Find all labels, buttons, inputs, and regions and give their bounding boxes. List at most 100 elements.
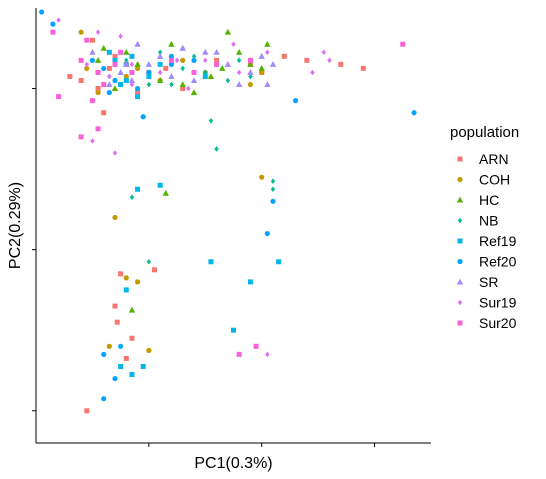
data-point [400, 41, 406, 47]
data-point [258, 65, 265, 71]
data-point [265, 351, 270, 358]
data-point [129, 61, 135, 68]
legend-key [456, 278, 464, 285]
series-sr [89, 40, 277, 88]
legend-label: Ref20 [479, 254, 517, 270]
data-point [264, 230, 270, 237]
data-point [179, 81, 186, 88]
data-point [247, 81, 254, 88]
data-point [95, 29, 101, 35]
data-point [208, 259, 214, 265]
data-point [180, 65, 185, 72]
data-point [146, 347, 152, 353]
data-point [214, 57, 220, 63]
data-point [106, 65, 112, 71]
data-point [101, 351, 107, 357]
data-point [106, 49, 112, 55]
data-point [258, 52, 265, 59]
data-point [89, 37, 95, 43]
legend-item-sr: SR [456, 274, 498, 290]
data-point [84, 37, 90, 43]
data-point [123, 48, 130, 55]
data-point [112, 214, 118, 221]
data-point [95, 69, 101, 75]
series-hc [94, 28, 271, 313]
data-point [247, 279, 253, 285]
data-point [134, 60, 141, 67]
data-point [118, 49, 124, 55]
data-point [56, 94, 62, 100]
data-point [100, 44, 107, 51]
data-point [111, 85, 119, 92]
data-point [112, 303, 118, 309]
data-point [123, 275, 129, 281]
data-point [152, 267, 157, 273]
data-point [281, 53, 287, 59]
data-point [224, 60, 232, 67]
legend-key [457, 238, 463, 244]
data-point [140, 114, 146, 120]
data-point [118, 271, 124, 277]
legend-item-coh: COH [457, 172, 510, 188]
data-point [259, 174, 265, 180]
data-point [146, 81, 152, 88]
data-point [84, 65, 90, 72]
data-point [157, 49, 163, 56]
data-point [106, 343, 112, 349]
data-point [327, 57, 332, 64]
data-point [157, 61, 163, 67]
data-point [292, 98, 299, 104]
data-point [140, 363, 146, 369]
data-point [135, 94, 141, 100]
data-point [231, 41, 236, 48]
data-point [270, 186, 276, 193]
data-point [191, 53, 197, 60]
data-point [56, 17, 61, 23]
data-point [235, 81, 243, 88]
data-point [145, 60, 153, 67]
legend-key [457, 217, 463, 224]
data-point [114, 319, 120, 325]
data-point [134, 65, 141, 72]
legend-key [457, 176, 463, 183]
data-point [186, 85, 191, 92]
data-point [191, 69, 197, 75]
data-point [360, 65, 366, 71]
legend-key [457, 320, 463, 326]
data-point [213, 48, 220, 55]
data-point [135, 186, 141, 192]
data-point [129, 81, 135, 88]
data-point [101, 396, 107, 402]
legend-item-hc: HC [456, 192, 499, 208]
series-arn [67, 37, 366, 414]
legend-label: Sur19 [479, 295, 517, 311]
data-point [128, 77, 136, 83]
data-point [264, 81, 271, 88]
data-point [128, 306, 136, 313]
data-point [118, 82, 124, 88]
data-point [157, 182, 163, 188]
data-point [118, 33, 123, 39]
y-axis-title: PC2(0.29%) [7, 182, 24, 269]
data-point [112, 150, 118, 156]
data-point [95, 86, 101, 92]
data-point [94, 56, 102, 63]
data-point [101, 65, 107, 72]
data-point [208, 117, 214, 124]
data-point [112, 375, 118, 382]
data-point [156, 77, 164, 83]
x-axis-ticks [148, 443, 376, 447]
data-point [78, 57, 84, 63]
data-point [247, 60, 254, 67]
data-point [236, 351, 242, 357]
data-point [146, 73, 152, 79]
data-point [310, 69, 315, 76]
data-point [134, 85, 141, 92]
data-point [231, 327, 236, 333]
legend-item-sur19: Sur19 [457, 295, 517, 311]
data-point [89, 48, 96, 55]
legend-key [457, 156, 463, 162]
data-point [134, 279, 141, 285]
legend-key [457, 299, 463, 306]
data-point [118, 343, 124, 349]
